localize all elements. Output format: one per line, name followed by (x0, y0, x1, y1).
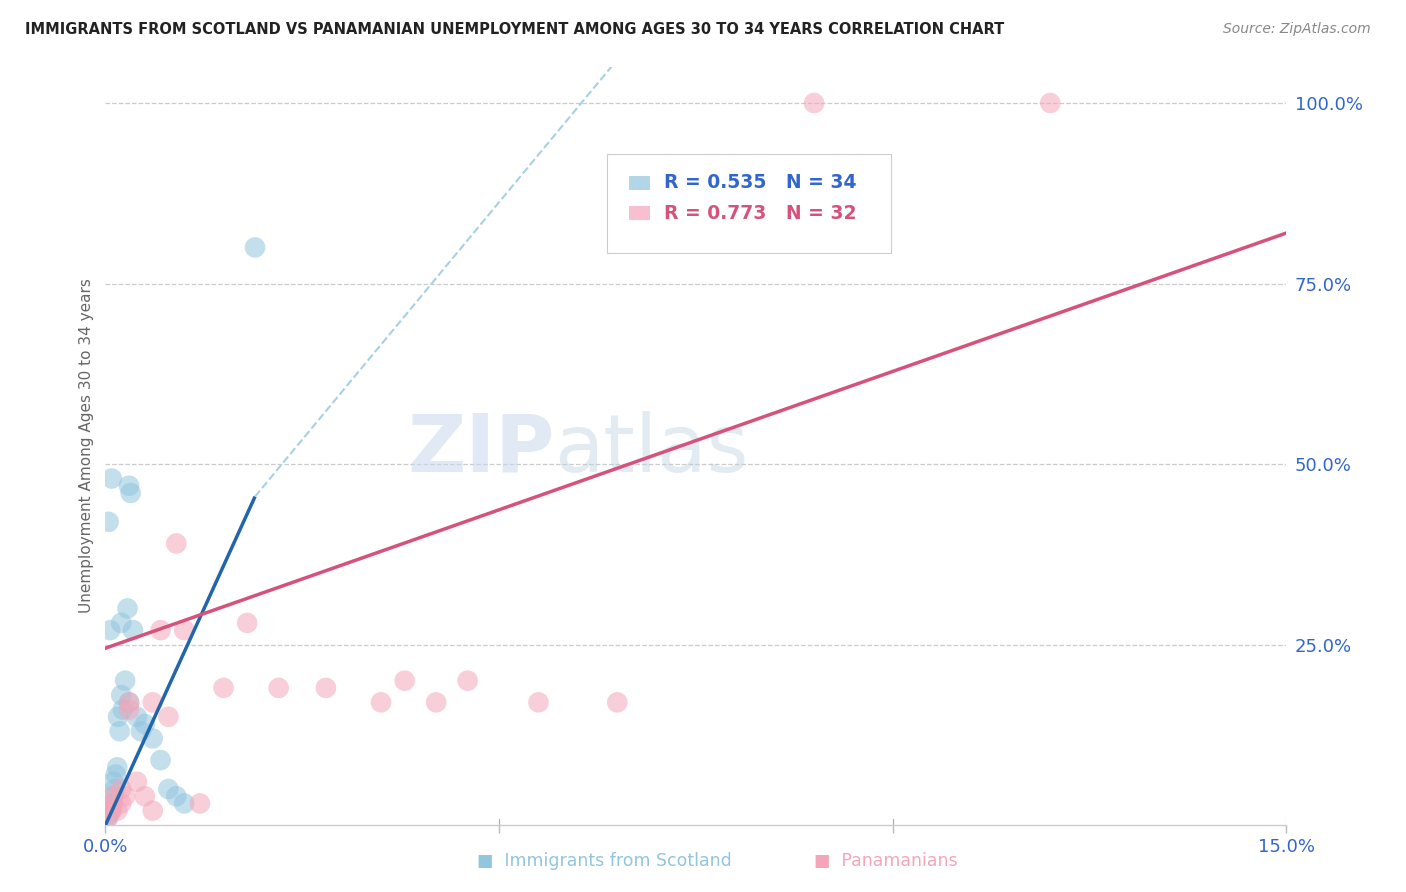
Point (212, 681, 235, 695)
Point (114, 789, 136, 804)
Point (188, 797, 211, 811)
Point (100, 471, 122, 485)
Point (1039, 95, 1062, 110)
Text: R = 0.773   N = 32: R = 0.773 N = 32 (664, 203, 856, 223)
Point (100, 797, 122, 811)
Point (149, 753, 172, 767)
Point (134, 789, 156, 804)
Point (110, 782, 132, 797)
Point (97, 515, 120, 529)
Point (110, 615, 132, 630)
Point (114, 673, 136, 688)
Point (104, 767, 127, 781)
Point (104, 782, 127, 797)
Point (129, 724, 152, 739)
Point (97, 811, 120, 825)
Text: ■  Immigrants from Scotland: ■ Immigrants from Scotland (477, 852, 733, 870)
Point (142, 695, 165, 709)
Point (425, 695, 447, 709)
Point (98, 623, 121, 637)
Point (103, 789, 125, 804)
Point (803, 95, 825, 110)
Point (267, 681, 290, 695)
Point (105, 760, 128, 774)
Point (122, 623, 145, 637)
Point (110, 688, 132, 702)
Point (165, 789, 187, 804)
Point (98, 807, 121, 822)
Point (105, 804, 128, 818)
Point (125, 710, 148, 724)
Point (98, 804, 121, 818)
Point (149, 623, 172, 637)
Text: IMMIGRANTS FROM SCOTLAND VS PANAMANIAN UNEMPLOYMENT AMONG AGES 30 TO 34 YEARS CO: IMMIGRANTS FROM SCOTLAND VS PANAMANIAN U… (25, 22, 1004, 37)
Point (142, 804, 165, 818)
Point (236, 615, 259, 630)
Point (111, 702, 134, 716)
Point (173, 797, 195, 811)
Point (117, 601, 139, 615)
Point (125, 774, 148, 789)
Point (370, 695, 392, 709)
Bar (628, 176, 650, 190)
Point (142, 731, 165, 746)
Text: Source: ZipAtlas.com: Source: ZipAtlas.com (1223, 22, 1371, 37)
Point (120, 486, 142, 500)
Point (103, 797, 125, 811)
Y-axis label: Unemployment Among Ages 30 to 34 years: Unemployment Among Ages 30 to 34 years (79, 278, 94, 614)
Point (134, 717, 156, 731)
FancyBboxPatch shape (607, 154, 891, 252)
Point (110, 797, 132, 811)
Point (118, 695, 141, 709)
Point (118, 479, 141, 493)
Point (118, 702, 141, 716)
Point (457, 673, 479, 688)
Point (103, 774, 125, 789)
Point (157, 710, 180, 724)
Point (100, 804, 122, 818)
Point (118, 695, 141, 709)
Point (103, 789, 125, 804)
Point (527, 695, 550, 709)
Point (97, 811, 120, 825)
Point (315, 681, 337, 695)
Point (165, 536, 187, 550)
Point (394, 673, 416, 688)
Text: atlas: atlas (554, 411, 748, 489)
Point (173, 623, 195, 637)
Point (107, 710, 129, 724)
Point (243, 240, 266, 254)
Point (157, 782, 180, 797)
Point (108, 724, 131, 739)
Bar (628, 206, 650, 220)
Text: R = 0.535   N = 34: R = 0.535 N = 34 (664, 173, 856, 193)
Point (100, 804, 122, 818)
Text: ZIP: ZIP (406, 411, 554, 489)
Text: ■  Panamanians: ■ Panamanians (814, 852, 957, 870)
Point (97, 804, 120, 818)
Point (98, 800, 121, 814)
Point (606, 695, 628, 709)
